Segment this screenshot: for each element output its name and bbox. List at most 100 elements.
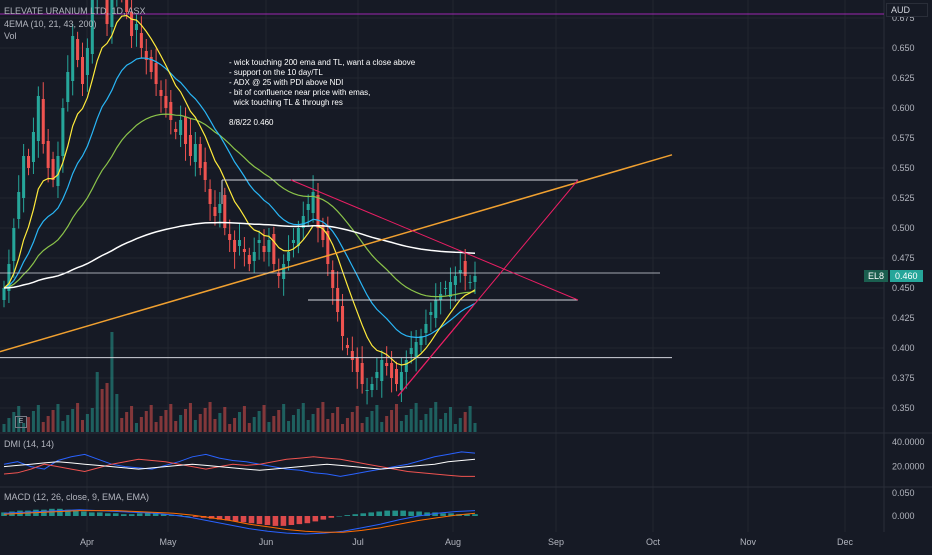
candle-body [252, 252, 256, 261]
volume-bar [95, 372, 99, 432]
volume-bar [345, 418, 349, 432]
candle-body [61, 108, 65, 156]
volume-bar [130, 406, 134, 432]
ema-200-line [3, 221, 476, 289]
candle-body [27, 156, 31, 168]
candle-body [139, 33, 143, 48]
candle-body [316, 195, 320, 228]
last-price-ticker: EL8 [864, 270, 889, 282]
candle-body [448, 282, 452, 297]
macd-histogram-bar [304, 516, 311, 524]
candle-body [85, 48, 89, 75]
candle-body [350, 351, 354, 360]
volume-bar [296, 409, 300, 432]
volume-bar [17, 406, 21, 432]
time-tick-label: Nov [740, 537, 757, 547]
volume-bar [188, 403, 192, 432]
ema-21-line [3, 57, 476, 339]
candle-body [233, 240, 237, 252]
volume-bar [27, 417, 31, 432]
macd-legend[interactable]: MACD (12, 26, close, 9, EMA, EMA) [4, 492, 150, 502]
price-tick-label: 0.475 [892, 253, 915, 263]
candle-body [36, 96, 40, 141]
candle-body [468, 282, 472, 283]
volume-bar [326, 419, 330, 432]
macd-line [3, 509, 476, 535]
pink-line [397, 305, 474, 397]
candle-body [365, 390, 369, 391]
candle-body [154, 63, 158, 84]
currency-badge[interactable]: AUD [886, 3, 928, 17]
candle-body [473, 276, 477, 282]
macd-histogram-bar [288, 516, 295, 525]
volume-bar [228, 424, 232, 432]
candle-body [282, 264, 286, 279]
volume-bar [242, 406, 246, 432]
volume-bar [144, 411, 148, 432]
volume-bar [404, 415, 408, 432]
macd-histogram-bar [112, 513, 119, 516]
dmi-legend[interactable]: DMI (14, 14) [4, 439, 55, 449]
volume-bar [218, 413, 222, 432]
volume-bar [110, 332, 114, 432]
price-tick-label: 0.350 [892, 403, 915, 413]
time-tick-label: May [159, 537, 177, 547]
macd-histogram-bar [224, 516, 231, 521]
macd-histogram-bar [136, 513, 143, 516]
volume-bar [458, 418, 462, 432]
macd-histogram-bar [352, 514, 359, 516]
time-tick-label: Apr [80, 537, 94, 547]
volume-bar [36, 405, 40, 432]
candle-body [267, 240, 271, 252]
volume-bar [100, 389, 104, 432]
volume-bar [399, 421, 403, 432]
candle-body [208, 189, 212, 204]
grid-lines [0, 0, 932, 532]
macd-histogram-bar [152, 513, 159, 516]
symbol-title[interactable]: ELEVATE URANIUM LTD, 1D, ASX [4, 6, 146, 16]
candle-body [463, 261, 467, 276]
macd-histogram-bar [440, 513, 446, 516]
macd-histogram-bar [240, 516, 247, 523]
time-tick-label: Oct [646, 537, 661, 547]
signal-line [3, 510, 476, 533]
candle-body [80, 57, 85, 84]
macd-histogram-bar [464, 514, 470, 516]
candle-body [203, 162, 207, 180]
trendline [0, 154, 673, 353]
volume-bar [125, 412, 129, 432]
candle-body [291, 240, 295, 243]
macd-histogram-bar [264, 516, 271, 525]
volume-bar [12, 412, 16, 432]
volume-bar [473, 423, 477, 432]
volume-bar [223, 407, 227, 432]
macd-histogram-bar [97, 512, 103, 516]
candle-body [66, 72, 70, 102]
volume-bar [51, 410, 55, 432]
ema-legend[interactable]: 4EMA (10, 21, 43, 200) [4, 19, 97, 29]
macd-histogram-bar [144, 512, 151, 516]
candle-body [370, 384, 374, 390]
macd-histogram-bar [472, 514, 478, 516]
volume-bar [154, 422, 158, 432]
candle-body [355, 357, 359, 372]
candle-body [76, 39, 80, 60]
candle-body [223, 195, 227, 228]
volume-bar [61, 421, 65, 432]
volume-bar [394, 404, 399, 432]
candle-body [458, 270, 462, 273]
macd-histogram-bar [168, 515, 175, 516]
candle-body [110, 0, 114, 27]
macd-histogram-bar [392, 510, 398, 516]
volume-bar [468, 406, 472, 432]
candle-body [134, 24, 138, 30]
candle-body [184, 117, 188, 144]
volume-bar [115, 394, 119, 432]
dmi-line [3, 456, 475, 477]
volume-legend[interactable]: Vol [4, 31, 17, 41]
price-tick-label: 0.400 [892, 343, 915, 353]
log-scale-toggle[interactable]: E [15, 416, 27, 428]
macd-histogram-bar [424, 512, 430, 516]
